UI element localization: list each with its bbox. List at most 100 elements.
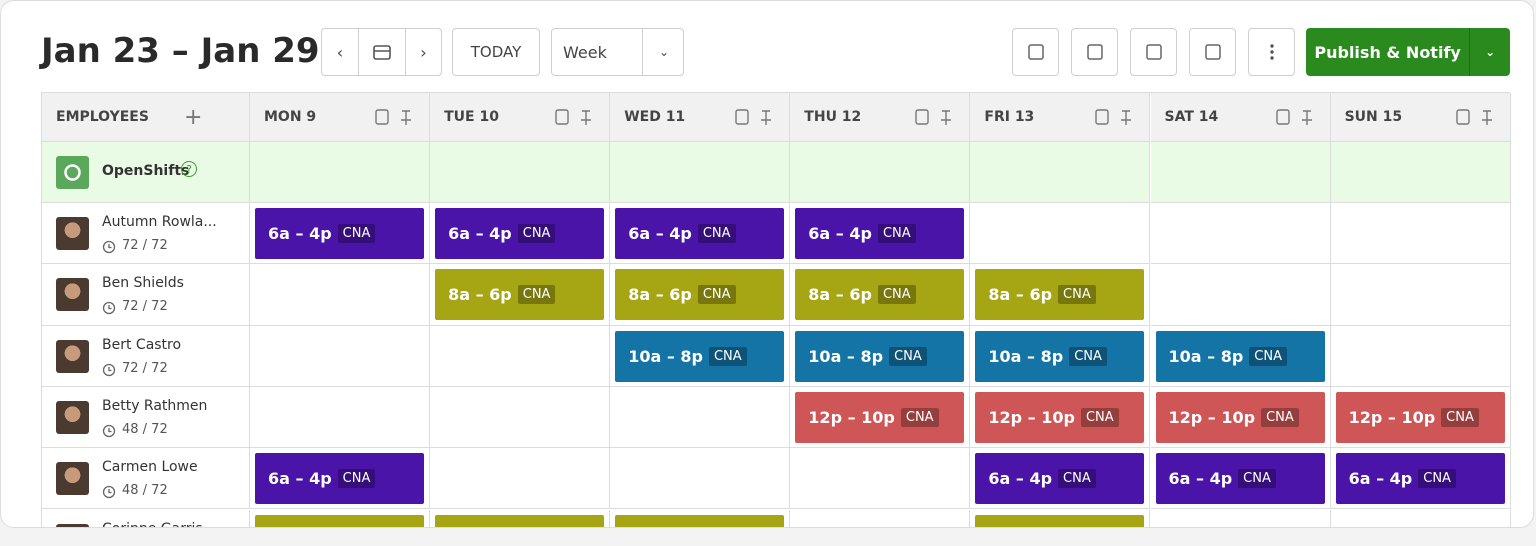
shift[interactable]: 10a – 8p CNA [615,330,785,382]
next-button[interactable]: › [405,28,442,76]
shift[interactable]: 12p – 10p CNA [1335,391,1505,443]
shift[interactable]: 8a – 6p CNA [975,269,1145,321]
schedule-grid: EMPLOYEES + MON 9 TUE 10 WED 11 THU 12 FRI 13 S… [41,92,1511,527]
shift-cell: 6a – 4p CNA [970,448,1151,510]
add-employee[interactable]: + [184,105,203,130]
shift-time: 8a – 6p [448,285,512,305]
shift-role: CNA [1418,469,1456,489]
shift[interactable]: 6a – 4p CNA [795,208,965,259]
shift-cell [250,386,431,449]
day-icons[interactable] [1455,108,1499,130]
shift[interactable]: 10a – 8p CNA [975,330,1145,382]
view-select[interactable]: Week ⌄ [551,28,684,76]
shift-cell [1330,203,1511,265]
day-icons[interactable] [1094,108,1138,130]
day-icons[interactable] [734,108,778,130]
shift-time: 12p – 10p [1348,407,1436,427]
shift[interactable]: 12p – 10p CNA [975,391,1145,443]
shift-role: CNA [337,469,376,489]
employee-name: Ben Shields [102,275,184,292]
publish-button[interactable]: Publish & Notify ⌄ [1306,28,1510,76]
open-shifts-cell: OpenShifts? [42,142,250,203]
shift-cell [1331,509,1511,527]
shift-time: 10a – 8p [988,346,1064,366]
clock-icon [102,423,116,442]
employee-name: Bert Castro [102,336,182,353]
shift-cell: 6a – 4p CNA [430,203,611,265]
avatar [56,278,89,312]
shift[interactable]: 6a – 4p CNA [1335,453,1505,505]
shift-cell: 10a – 8p CNA [1150,325,1331,387]
shift[interactable]: 10a – 8p CNA [1155,330,1325,382]
calendar-button[interactable] [358,28,406,76]
day-header: SAT 14 [1150,93,1331,142]
shift-cell: 12p – 10p CNA [1150,386,1331,449]
shift[interactable]: 6a – 4p CNA [255,453,424,505]
shift-time: 6a – 4p [988,469,1053,489]
shift-role: CNA [1238,469,1276,489]
employee-hours: 48 / 72 [122,483,168,499]
shift-role: CNA [1058,469,1096,489]
today-button[interactable]: TODAY [452,28,540,76]
shift-cell: 12p – 10p CNA [1330,386,1511,449]
shift[interactable] [975,514,1145,527]
shift[interactable]: 6a – 4p CNA [1155,453,1325,505]
shift-time: 10a – 8p [628,346,703,366]
shift[interactable] [615,514,785,527]
shift[interactable]: 12p – 10p CNA [795,391,965,443]
shift-role: CNA [900,407,939,427]
shift-role: CNA [517,285,556,305]
shift-cell: 12p – 10p CNA [790,386,971,449]
shift-cell [430,448,611,510]
shift-time: 8a – 6p [988,285,1053,305]
shift-cell: 8a – 6p CNA [970,264,1151,326]
shift-cell: 10a – 8p CNA [610,325,791,387]
help-icon[interactable]: ? [181,161,197,177]
shift[interactable]: 10a – 8p CNA [795,330,965,382]
shift-cell [430,386,611,449]
more-button[interactable] [1248,28,1295,76]
day-icons[interactable] [554,108,598,130]
avatar [56,217,89,250]
day-header: MON 9 [250,93,431,142]
day-header: WED 11 [610,93,791,142]
prev-button[interactable]: ‹ [321,28,359,76]
publish-caret[interactable]: ⌄ [1469,28,1510,76]
shift[interactable] [435,514,605,527]
employee-name: Autumn Rowla... [102,214,217,230]
shift[interactable]: 8a – 6p CNA [435,269,605,321]
shift[interactable]: 6a – 4p CNA [435,208,605,259]
shift[interactable]: 6a – 4p CNA [615,208,785,259]
shift[interactable]: 8a – 6p CNA [795,269,965,321]
shift[interactable]: 12p – 10p CNA [1155,391,1325,443]
employee-cell: Betty Rathmen 48 / 72 [42,386,250,449]
shift[interactable] [255,514,424,527]
shift[interactable]: 8a – 6p CNA [615,269,785,321]
shift-role: CNA [1441,407,1479,427]
ai-button[interactable] [1012,28,1059,76]
day-icons[interactable] [1275,108,1319,130]
day-icons[interactable] [374,108,418,130]
shift-time: 8a – 6p [808,285,872,305]
shift-role: CNA [708,346,747,366]
shift[interactable]: 6a – 4p CNA [255,208,424,259]
clock-icon [102,239,116,258]
day-icons[interactable] [914,108,958,130]
shift-time: 12p – 10p [808,407,895,427]
copy-button[interactable] [1130,28,1177,76]
shift-cell: 6a – 4p CNA [1330,448,1511,510]
avatar [56,400,89,434]
edit-button[interactable] [1071,28,1118,76]
shift-cell: 6a – 4p CNA [250,203,431,265]
shift-time: 10a – 8p [808,346,884,366]
employee-cell: Corinne Garris [42,509,250,527]
shift-time: 12p – 10p [1168,407,1256,427]
calendar-icon [373,45,391,60]
shift-time: 6a – 4p [1168,469,1233,489]
day-label: WED 11 [624,109,686,125]
shift[interactable]: 6a – 4p CNA [975,453,1145,505]
day-header: SUN 15 [1330,93,1511,142]
template-button[interactable] [1189,28,1236,76]
shift-role: CNA [889,346,927,366]
